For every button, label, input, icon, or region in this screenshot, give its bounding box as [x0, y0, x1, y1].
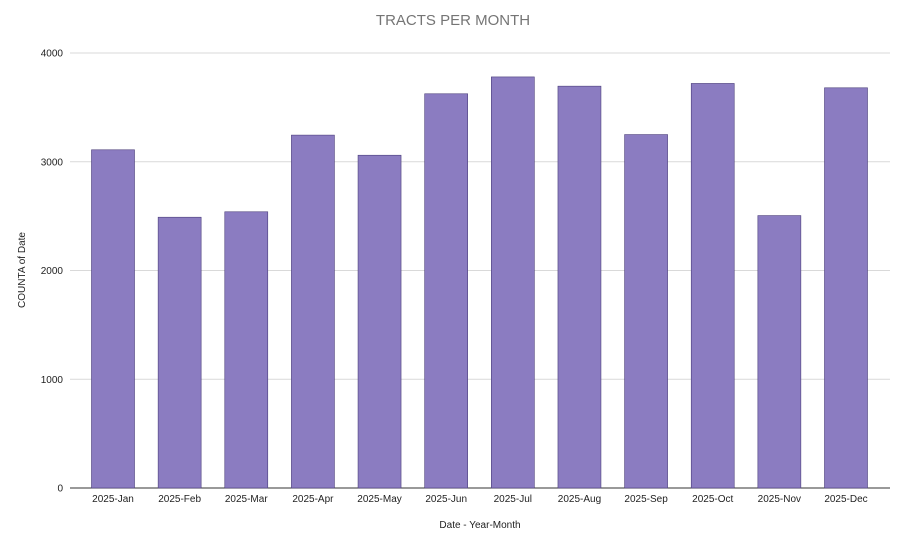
x-tick-label: 2025-Dec	[824, 494, 867, 505]
bar-2025-dec[interactable]	[824, 87, 868, 489]
bar-2025-jul[interactable]	[491, 76, 535, 489]
x-tick-label: 2025-Jan	[92, 494, 134, 505]
x-tick-label: 2025-Jun	[425, 494, 467, 505]
bar-2025-apr[interactable]	[291, 134, 335, 489]
bar-2025-jun[interactable]	[424, 93, 468, 489]
bar-2025-jan[interactable]	[91, 149, 135, 489]
x-tick-label: 2025-Aug	[558, 494, 601, 505]
y-tick-label: 0	[57, 484, 63, 495]
x-tick-label: 2025-May	[357, 494, 401, 505]
y-tick-label: 1000	[41, 375, 64, 386]
x-tick-label: 2025-Feb	[158, 494, 201, 505]
x-tick-label: 2025-Sep	[624, 494, 668, 505]
bar-2025-feb[interactable]	[157, 216, 202, 489]
y-axis-label: COUNTA of Date	[17, 232, 28, 308]
gridlines	[70, 52, 890, 489]
y-tick-label: 3000	[41, 157, 64, 168]
bar-2025-aug[interactable]	[557, 85, 602, 489]
bars	[91, 76, 868, 489]
x-axis-label: Date - Year-Month	[439, 520, 520, 531]
y-tick-label: 2000	[41, 266, 64, 277]
x-tick-label: 2025-Mar	[225, 494, 268, 505]
bar-2025-may[interactable]	[357, 154, 402, 489]
bar-2025-sep[interactable]	[624, 134, 668, 489]
bar-2025-oct[interactable]	[690, 83, 735, 489]
x-tick-label: 2025-Apr	[292, 494, 334, 505]
y-axis-ticks: 0 1000 2000 3000 4000	[41, 49, 64, 495]
x-tick-label: 2025-Oct	[692, 494, 733, 505]
x-tick-label: 2025-Nov	[758, 494, 801, 505]
y-tick-label: 4000	[41, 49, 64, 60]
chart-title: TRACTS PER MONTH	[376, 12, 530, 29]
x-axis-ticks: 2025-Jan 2025-Feb 2025-Mar 2025-Apr 2025-May…	[92, 494, 868, 505]
bar-2025-mar[interactable]	[224, 211, 269, 489]
x-tick-label: 2025-Jul	[494, 494, 532, 505]
bar-2025-nov[interactable]	[757, 215, 802, 489]
